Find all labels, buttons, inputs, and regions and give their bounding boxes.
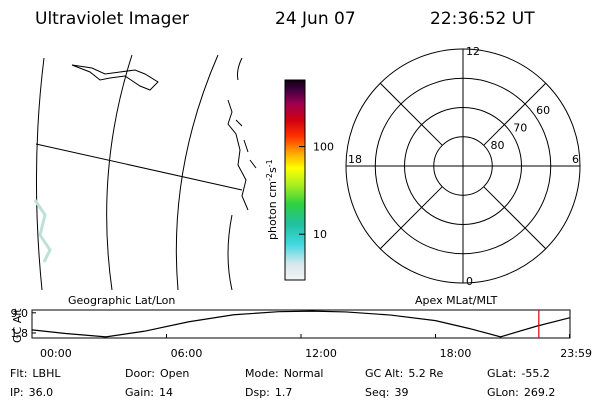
polar-hour-label: 12 (466, 45, 480, 58)
status-label: GLon: (487, 386, 519, 399)
orbit-y-tick-label: 1.8 (11, 327, 29, 340)
status-value: 14 (159, 386, 173, 399)
status-label: GC Alt: (365, 367, 403, 380)
title: Ultraviolet Imager (35, 9, 189, 29)
status-label: Door: (125, 367, 155, 380)
time: 22:36:52 UT (430, 9, 535, 29)
orbit-x-tick-label: 00:00 (40, 347, 72, 360)
polar-spoke (483, 186, 547, 250)
colorbar-tick-label: 10 (313, 228, 327, 241)
status-label: Dsp: (245, 386, 270, 399)
status-field: Seq: 39 (365, 386, 408, 399)
status-value: 36.0 (29, 386, 54, 399)
status-field: IP: 36.0 (10, 386, 53, 399)
polar-hour-label: 6 (572, 153, 579, 166)
polar-spoke (379, 186, 443, 250)
status-field: Dsp: 1.7 (245, 386, 292, 399)
status-field: GLon: 269.2 (487, 386, 555, 399)
status-field: Gain: 14 (125, 386, 173, 399)
status-value: 39 (394, 386, 408, 399)
status-value: Normal (284, 367, 324, 380)
status-field: Mode: Normal (245, 367, 324, 380)
polar-hour-label: 0 (466, 275, 473, 288)
orbit-x-tick-label: 12:00 (305, 347, 337, 360)
polar-ring-label: 80 (490, 139, 504, 152)
polar-hour-label: 18 (348, 153, 362, 166)
orbit-x-tick-label: 18:00 (440, 347, 472, 360)
orbit-x-tick-label: 23:59 (560, 347, 592, 360)
orbit-altitude-line (31, 310, 570, 338)
status-field: Flt: LBHL (10, 367, 61, 380)
map (33, 54, 257, 291)
status-label: IP: (10, 386, 24, 399)
status-value: Open (160, 367, 189, 380)
status-field: GLat: -55.2 (487, 367, 550, 380)
orbit-y-tick-label: 9.0 (11, 307, 29, 320)
status-value: 269.2 (524, 386, 556, 399)
polar-spoke (483, 82, 547, 146)
colorbar-tick-label: 100 (313, 141, 334, 154)
status-field: GC Alt: 5.2 Re (365, 367, 443, 380)
status-label: Mode: (245, 367, 279, 380)
status-label: GLat: (487, 367, 516, 380)
polar-spoke (379, 82, 443, 146)
date: 24 Jun 07 (275, 9, 356, 29)
orbit-right-title: Apex MLat/MLT (415, 294, 498, 307)
status-field: Door: Open (125, 367, 189, 380)
colorbar (284, 79, 306, 281)
orbit-ylabel: GC Alt (11, 308, 24, 343)
status-label: Seq: (365, 386, 389, 399)
status-label: Flt: (10, 367, 27, 380)
orbit-x-tick-label: 06:00 (171, 347, 203, 360)
status-value: 1.7 (275, 386, 293, 399)
colorbar-label: photon cm-2s-1 (265, 159, 279, 240)
polar-ring-label: 70 (513, 121, 527, 134)
status-label: Gain: (125, 386, 154, 399)
status-value: -55.2 (521, 367, 549, 380)
status-value: LBHL (32, 367, 61, 380)
orbit-left-title: Geographic Lat/Lon (68, 294, 175, 307)
polar-ring-label: 60 (536, 104, 550, 117)
status-value: 5.2 Re (408, 367, 443, 380)
